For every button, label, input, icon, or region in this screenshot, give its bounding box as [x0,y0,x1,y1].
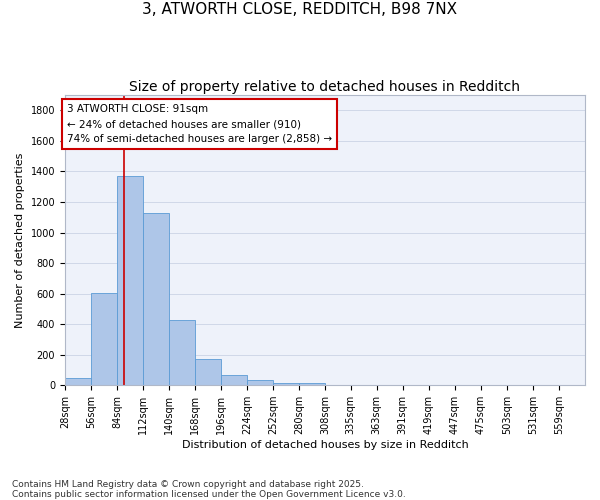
Bar [143,212,169,385]
Bar [65,378,91,385]
Bar [247,380,274,385]
Text: 3, ATWORTH CLOSE, REDDITCH, B98 7NX: 3, ATWORTH CLOSE, REDDITCH, B98 7NX [142,2,458,18]
Bar [169,320,195,385]
Bar [91,293,117,385]
Bar [195,360,221,385]
Bar [274,383,299,385]
Y-axis label: Number of detached properties: Number of detached properties [15,152,25,328]
Text: Contains HM Land Registry data © Crown copyright and database right 2025.
Contai: Contains HM Land Registry data © Crown c… [12,480,406,499]
Text: 3 ATWORTH CLOSE: 91sqm
← 24% of detached houses are smaller (910)
74% of semi-de: 3 ATWORTH CLOSE: 91sqm ← 24% of detached… [67,104,332,144]
Bar [117,176,143,385]
Title: Size of property relative to detached houses in Redditch: Size of property relative to detached ho… [130,80,520,94]
Bar [221,376,247,385]
X-axis label: Distribution of detached houses by size in Redditch: Distribution of detached houses by size … [182,440,469,450]
Bar [299,383,325,385]
